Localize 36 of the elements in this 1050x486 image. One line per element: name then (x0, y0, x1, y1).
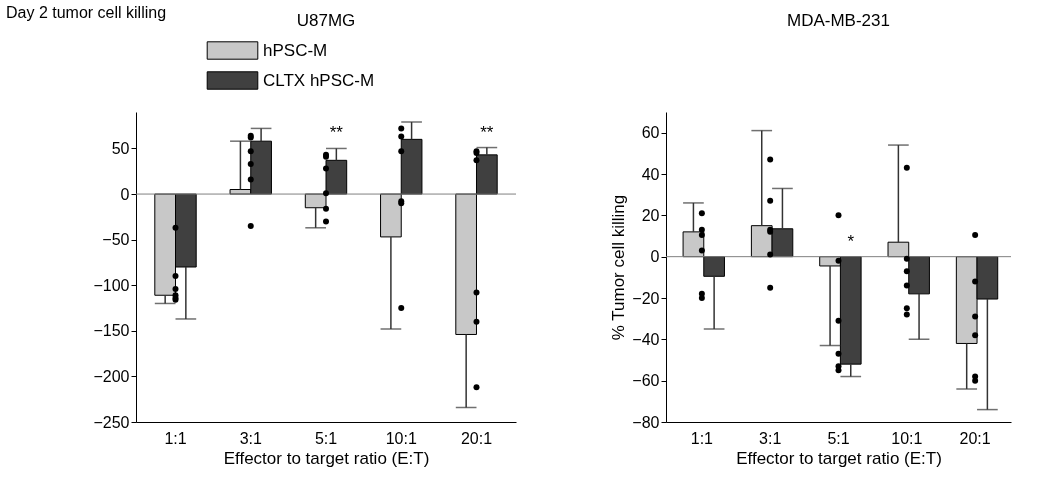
x-tick-label: 1:1 (164, 429, 187, 447)
x-tick-label: 10:1 (385, 429, 417, 447)
y-tick-label: 60 (641, 124, 660, 142)
x-tick-label: 3:1 (239, 429, 262, 447)
x-tick-label: 3:1 (759, 429, 782, 447)
y-tick-label: 50 (111, 139, 130, 157)
y-tick-label: −40 (632, 330, 660, 348)
x-tick-label: 5:1 (314, 429, 338, 447)
x-tick-label: 20:1 (460, 429, 493, 447)
legend-label: hPSC-M (263, 40, 328, 60)
chart-title: U87MG (296, 11, 356, 30)
annotation: ** (329, 123, 344, 143)
y-tick-label: 0 (120, 185, 130, 203)
y-axis-title: % Tumor cell killing (609, 194, 629, 341)
y-tick-label: −20 (632, 289, 660, 307)
y-tick-label: 0 (650, 248, 660, 266)
x-axis-title: Effector to target ratio (E:T) (736, 448, 942, 468)
y-tick-label: −50 (102, 231, 130, 249)
annotation: * (847, 231, 855, 251)
legend-label: CLTX hPSC-M (263, 70, 375, 90)
x-axis-title: Effector to target ratio (E:T) (223, 448, 430, 468)
x-tick-label: 20:1 (959, 429, 991, 447)
y-tick-label: −250 (93, 413, 130, 431)
x-tick-label: 1:1 (690, 429, 714, 447)
y-tick-label: −100 (93, 276, 130, 294)
y-tick-label: −150 (93, 322, 130, 340)
y-tick-label: 20 (641, 206, 660, 224)
x-tick-label: 5:1 (827, 429, 850, 447)
y-tick-label: −80 (632, 413, 660, 431)
y-tick-label: −60 (632, 372, 660, 390)
x-tick-label: 10:1 (891, 429, 923, 447)
y-tick-label: −200 (93, 367, 130, 385)
annotation: ** (480, 122, 494, 142)
chart-title: MDA-MB-231 (787, 11, 890, 30)
text: Day 2 tumor cell killing (6, 4, 167, 22)
y-tick-label: 40 (641, 165, 660, 183)
